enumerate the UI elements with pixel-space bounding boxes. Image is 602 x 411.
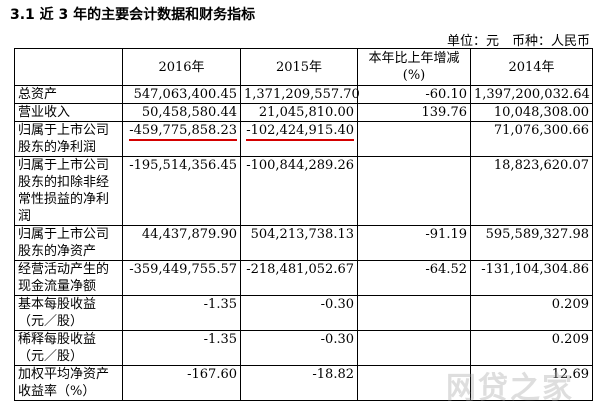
watermark: 网贷之家: [446, 371, 574, 406]
column-header: [14, 48, 123, 86]
cell-value: -91.19: [357, 225, 471, 261]
financial-table: 2016年 2015年 本年比上年增减(%) 2014年 总资产 547,063,400…: [14, 48, 593, 401]
cell-value: 0.209: [470, 330, 593, 366]
cell-value: [357, 156, 471, 226]
cell-value: 44,437,879.90: [122, 225, 241, 261]
cell-value: -100,844,289.26: [240, 156, 358, 226]
cell-value: -18.82: [240, 365, 358, 401]
cell-value: 12.69: [470, 365, 593, 401]
column-header: 本年比上年增减(%): [357, 48, 471, 86]
cell-value: -0.30: [240, 295, 358, 331]
cell-value: -218,481,052.67: [240, 260, 358, 296]
highlighted-value: -459,775,858.23: [129, 123, 237, 141]
cell-value: 18,823,620.07: [470, 156, 593, 226]
cell-value: 1,397,200,032.64: [470, 85, 593, 104]
table-row: 稀释每股收益（元／股） -1.35 -0.30 0.209: [14, 330, 593, 366]
table-row: 营业收入 50,458,580.44 21,045,810.00 139.76 10,0…: [14, 103, 593, 122]
cell-value: -459,775,858.23: [122, 121, 241, 157]
cell-value: -102,424,915.40: [240, 121, 358, 157]
cell-value: 595,589,327.98: [470, 225, 593, 261]
row-label: 归属于上市公司股东的扣除非经常性损益的净利润: [14, 156, 123, 226]
row-label: 经营活动产生的现金流量净额: [14, 260, 123, 296]
cell-value: -64.52: [357, 260, 471, 296]
cell-value: 0.209: [470, 295, 593, 331]
table-row: 归属于上市公司股东的扣除非经常性损益的净利润 -195,514,356.45 -10…: [14, 156, 593, 226]
row-label: 归属于上市公司股东的净利润: [14, 121, 123, 157]
cell-value: -131,104,304.86: [470, 260, 593, 296]
cell-value: -0.30: [240, 330, 358, 366]
table-row: 经营活动产生的现金流量净额 -359,449,755.57 -218,481,052…: [14, 260, 593, 296]
row-label: 加权平均净资产收益率（%）: [14, 365, 123, 401]
cell-value: -359,449,755.57: [122, 260, 241, 296]
column-header: 2015年: [240, 48, 358, 86]
cell-value: [357, 121, 471, 157]
unit-note: 单位：元 币种：人民币: [446, 34, 590, 49]
cell-value: 10,048,308.00: [470, 103, 593, 122]
table-row: 加权平均净资产收益率（%） -167.60 -18.82 12.69: [14, 365, 593, 401]
row-label: 基本每股收益（元／股）: [14, 295, 123, 331]
cell-value: -195,514,356.45: [122, 156, 241, 226]
cell-value: 1,371,209,557.70: [240, 85, 360, 104]
cell-value: -1.35: [122, 330, 241, 366]
table-row: 归属于上市公司股东的净资产 44,437,879.90 504,213,738.13…: [14, 225, 593, 261]
row-label: 总资产: [14, 85, 123, 104]
highlighted-value: -102,424,915.40: [246, 123, 354, 141]
cell-value: -167.60: [122, 365, 241, 401]
cell-value: -1.35: [122, 295, 241, 331]
cell-value: 21,045,810.00: [240, 103, 358, 122]
column-header: 2014年: [470, 48, 593, 86]
row-label: 归属于上市公司股东的净资产: [14, 225, 123, 261]
row-label: 营业收入: [14, 103, 123, 122]
cell-value: [357, 330, 471, 366]
cell-value: 139.76: [357, 103, 471, 122]
column-header: 2016年: [122, 48, 241, 86]
cell-value: [357, 295, 471, 331]
cell-value: -60.10: [357, 85, 471, 104]
cell-value: 547,063,400.45: [122, 85, 241, 104]
cell-value: 504,213,738.13: [240, 225, 358, 261]
table-row: 归属于上市公司股东的净利润 -459,775,858.23 -102,424,915…: [14, 121, 593, 157]
cell-value: 50,458,580.44: [122, 103, 241, 122]
cell-value: 71,076,300.66: [470, 121, 593, 157]
section-title: 3.1 近 3 年的主要会计数据和财务指标: [10, 7, 256, 23]
row-label: 稀释每股收益（元／股）: [14, 330, 123, 366]
table-row: 基本每股收益（元／股） -1.35 -0.30 0.209: [14, 295, 593, 331]
header-row: 2016年 2015年 本年比上年增减(%) 2014年: [14, 48, 593, 86]
table-row: 总资产 547,063,400.45 1,371,209,557.70 -60.10 1…: [14, 85, 593, 104]
